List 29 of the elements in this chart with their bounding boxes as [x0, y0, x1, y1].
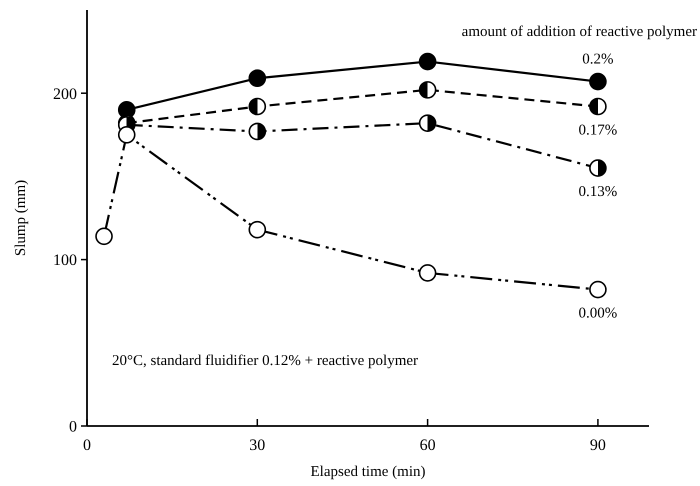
- x-tick-label: 60: [420, 437, 436, 454]
- point: [248, 220, 266, 238]
- y-axis-title: Slump (mm): [13, 180, 29, 256]
- x-tick-label: 90: [590, 437, 606, 454]
- legend-title: amount of addition of reactive polymer: [462, 24, 698, 40]
- x-tick-label: 0: [83, 437, 91, 454]
- point: [418, 114, 436, 132]
- point: [418, 81, 436, 99]
- point: [248, 122, 266, 140]
- series-label: 0.00%: [578, 306, 618, 322]
- point: [95, 228, 113, 246]
- x-tick-label: 30: [249, 437, 266, 454]
- series-label: 0.13%: [578, 184, 618, 200]
- x-axis-title: Elapsed time (min): [310, 464, 426, 480]
- y-tick-label: 100: [53, 252, 77, 270]
- point: [589, 72, 607, 90]
- point: [248, 98, 266, 116]
- point: [589, 98, 607, 116]
- series-label: 0.17%: [578, 122, 618, 139]
- point: [118, 126, 136, 144]
- point: [418, 52, 436, 70]
- point: [248, 69, 266, 88]
- series-label: 0.2%: [582, 52, 614, 68]
- annotation: 20°C, standard fluidifier 0.12% + reactive polymer: [112, 353, 418, 369]
- point: [589, 280, 607, 298]
- y-tick-label: 200: [53, 86, 77, 103]
- point: [589, 159, 607, 177]
- y-tick-label: 0: [69, 418, 77, 436]
- point: [418, 264, 436, 282]
